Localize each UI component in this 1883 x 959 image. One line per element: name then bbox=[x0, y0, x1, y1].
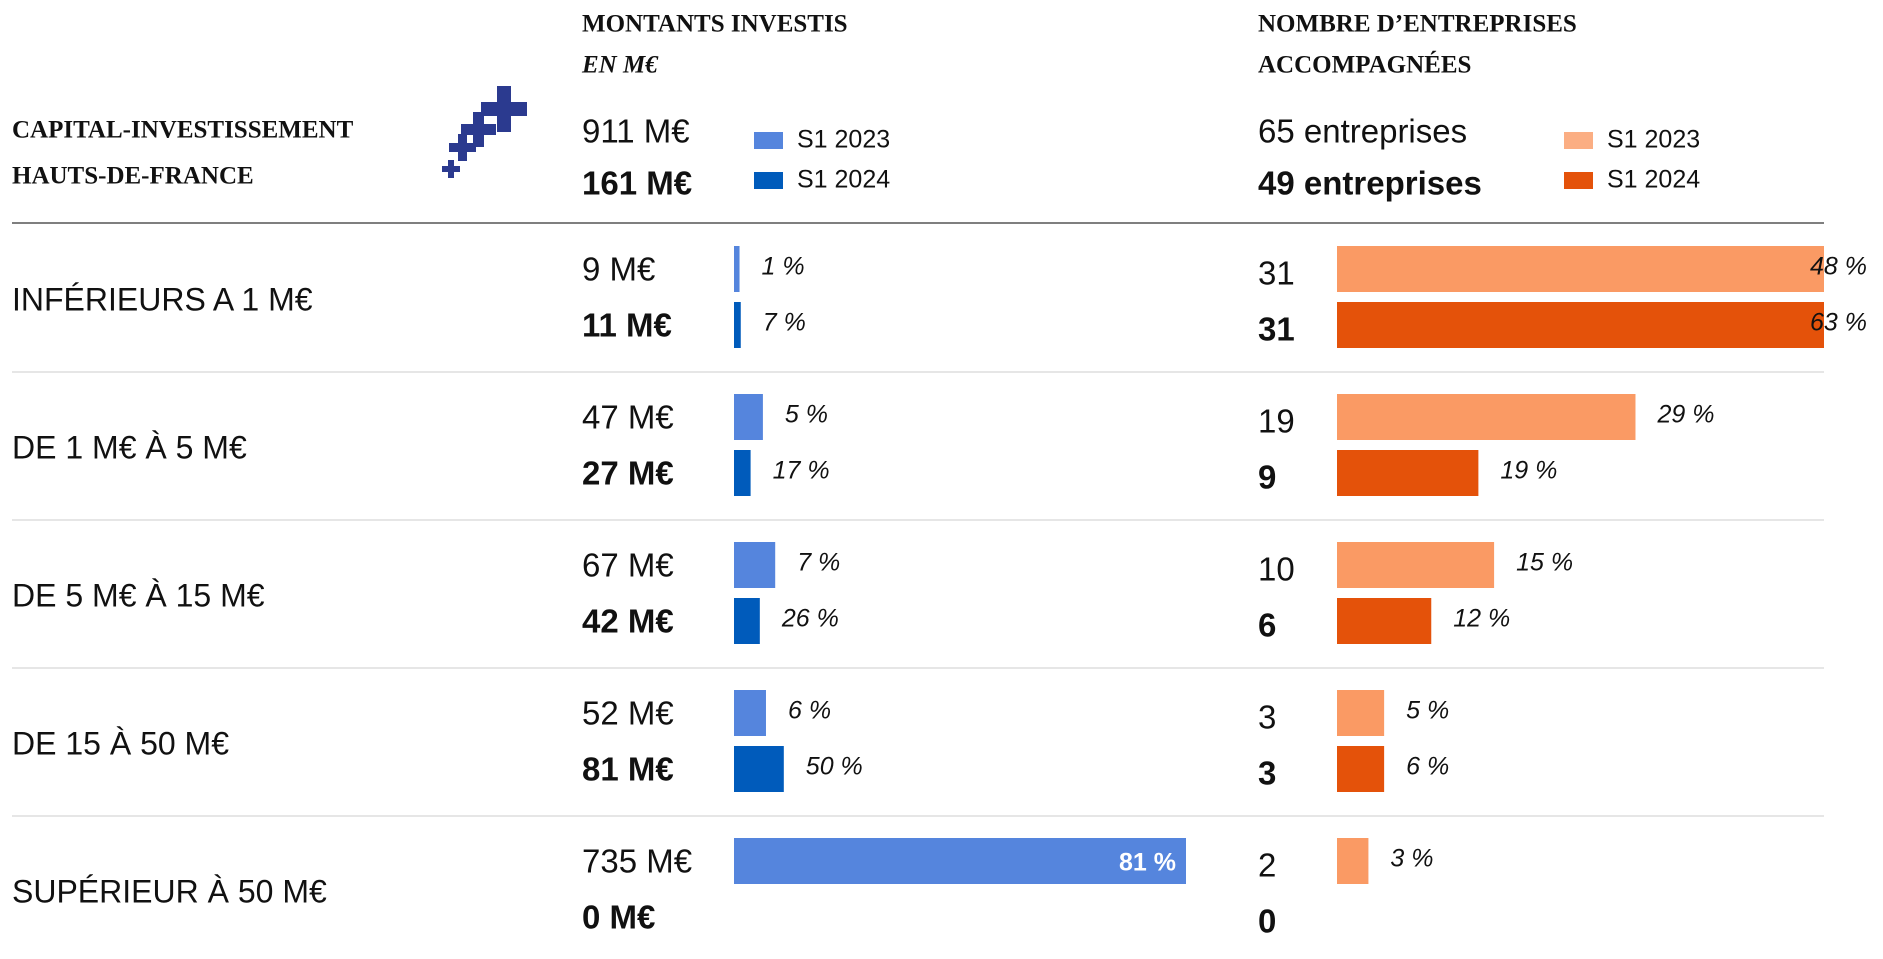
amount-share: 1 % bbox=[762, 253, 805, 281]
legend-label: S1 2024 bbox=[1607, 166, 1700, 194]
amount-label: 42 M€ bbox=[582, 603, 674, 640]
brand-line: HAUTS-DE-FRANCE bbox=[12, 163, 254, 190]
column-title: NOMBRE D’ENTREPRISES bbox=[1258, 11, 1577, 38]
row-label: DE 5 M€ À 15 M€ bbox=[12, 577, 265, 613]
count-label: 3 bbox=[1258, 755, 1276, 792]
amount-label: 11 M€ bbox=[582, 307, 672, 344]
legend-label: S1 2024 bbox=[797, 166, 890, 194]
amount-label: 0 M€ bbox=[582, 899, 655, 936]
count-label: 0 bbox=[1258, 903, 1276, 940]
row-label: SUPÉRIEUR À 50 M€ bbox=[12, 873, 327, 909]
column-total: 161 M€ bbox=[582, 165, 692, 202]
count-share: 19 % bbox=[1500, 457, 1557, 485]
count-share: 63 % bbox=[1810, 309, 1867, 337]
amount-label: 47 M€ bbox=[582, 399, 674, 436]
count-bar bbox=[1337, 246, 1824, 292]
amount-bar bbox=[734, 746, 784, 792]
amount-bar bbox=[734, 598, 760, 644]
amount-label: 81 M€ bbox=[582, 751, 674, 788]
amount-bar bbox=[734, 838, 1186, 884]
amount-label: 735 M€ bbox=[582, 843, 692, 880]
row-label: DE 15 À 50 M€ bbox=[12, 725, 229, 761]
count-bar bbox=[1337, 302, 1824, 348]
count-share: 15 % bbox=[1516, 549, 1573, 577]
count-label: 9 bbox=[1258, 459, 1276, 496]
amount-label: 9 M€ bbox=[582, 251, 655, 288]
count-bar bbox=[1337, 838, 1369, 884]
amount-bar bbox=[734, 542, 776, 588]
legend-label: S1 2023 bbox=[797, 126, 890, 154]
row-label: DE 1 M€ À 5 M€ bbox=[12, 429, 247, 465]
count-share: 12 % bbox=[1453, 605, 1510, 633]
legend-swatch bbox=[1564, 172, 1593, 189]
amount-bar bbox=[734, 690, 766, 736]
count-share: 29 % bbox=[1656, 401, 1714, 429]
amount-share: 5 % bbox=[785, 401, 828, 429]
count-label: 10 bbox=[1258, 551, 1295, 588]
count-label: 19 bbox=[1258, 403, 1295, 440]
count-bar bbox=[1337, 746, 1385, 792]
legend-swatch bbox=[754, 172, 783, 189]
amount-share: 50 % bbox=[806, 753, 863, 781]
legend-swatch bbox=[754, 132, 783, 149]
amount-share: 81 % bbox=[1119, 849, 1176, 877]
brand-line: CAPITAL-INVESTISSEMENT bbox=[12, 117, 354, 144]
count-label: 31 bbox=[1258, 255, 1295, 292]
column-title: MONTANTS INVESTIS bbox=[582, 11, 848, 38]
count-bar bbox=[1337, 394, 1636, 440]
amount-bar bbox=[734, 450, 751, 496]
amount-share: 6 % bbox=[788, 697, 831, 725]
amount-bar bbox=[734, 246, 740, 292]
column-subtitle: EN M€ bbox=[581, 52, 659, 79]
amount-label: 27 M€ bbox=[582, 455, 674, 492]
column-total: 911 M€ bbox=[582, 113, 690, 150]
amount-bar bbox=[734, 394, 763, 440]
amount-share: 17 % bbox=[773, 457, 830, 485]
count-share: 5 % bbox=[1406, 697, 1449, 725]
count-label: 31 bbox=[1258, 311, 1295, 348]
column-total: 49 entreprises bbox=[1258, 165, 1482, 202]
legend-label: S1 2023 bbox=[1607, 126, 1700, 154]
amount-share: 7 % bbox=[763, 309, 806, 337]
amount-label: 67 M€ bbox=[582, 547, 674, 584]
amount-share: 26 % bbox=[781, 605, 839, 633]
count-bar bbox=[1337, 690, 1385, 736]
row-label: INFÉRIEURS A 1 M€ bbox=[12, 281, 313, 317]
count-label: 3 bbox=[1258, 699, 1276, 736]
column-title: ACCOMPAGNÉES bbox=[1258, 51, 1471, 79]
column-total: 65 entreprises bbox=[1258, 113, 1467, 150]
count-bar bbox=[1337, 450, 1479, 496]
count-bar bbox=[1337, 542, 1495, 588]
amount-label: 52 M€ bbox=[582, 695, 674, 732]
count-share: 48 % bbox=[1810, 253, 1867, 281]
count-bar bbox=[1337, 598, 1432, 644]
logo bbox=[442, 86, 527, 178]
count-label: 2 bbox=[1258, 847, 1276, 884]
count-share: 3 % bbox=[1390, 845, 1433, 873]
amount-bar bbox=[734, 302, 741, 348]
legend-swatch bbox=[1564, 132, 1593, 149]
amount-share: 7 % bbox=[797, 549, 840, 577]
count-label: 6 bbox=[1258, 607, 1276, 644]
count-share: 6 % bbox=[1406, 753, 1449, 781]
